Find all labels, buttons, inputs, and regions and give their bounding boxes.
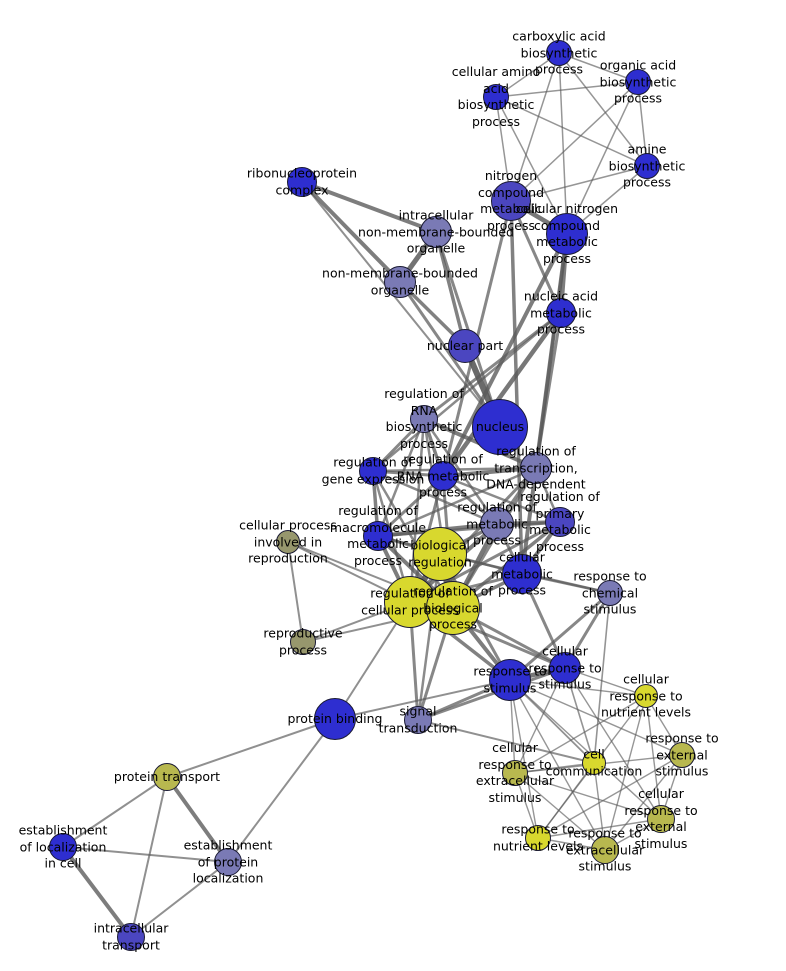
node-rge[interactable] <box>359 457 387 485</box>
edge-rs-rnl <box>509 679 539 839</box>
edge-rnp-nmbo <box>300 180 402 284</box>
edge-cncmp-rtdd <box>534 232 569 470</box>
edge-elic-it <box>61 845 133 939</box>
edge-st-cc <box>417 719 595 764</box>
edge-cres-cc <box>514 762 595 774</box>
edge-res-rnl <box>537 754 683 839</box>
edge-crexs-rnl <box>537 818 662 839</box>
edge-elic-epl <box>62 846 229 863</box>
edge-epl-it <box>130 861 229 938</box>
edge-ncmp-cmp <box>509 199 524 576</box>
edge-rnp-inmbo <box>300 180 438 234</box>
edge-pb-epl <box>227 718 336 863</box>
edge-pt-epl <box>165 775 230 864</box>
edge-ncmp-namp <box>509 199 563 315</box>
edge-pt-elic <box>62 776 168 848</box>
edge-pb-rs <box>334 679 511 720</box>
node-rs[interactable] <box>489 659 531 701</box>
node-rrbp[interactable] <box>410 405 438 433</box>
edge-res-rexs <box>604 754 683 851</box>
edge-pt-it <box>130 776 168 938</box>
edge-rexs-cc <box>593 762 606 851</box>
edge-cres-rexs <box>514 772 606 851</box>
edge-caabp-cncmp <box>495 96 568 235</box>
node-pt[interactable] <box>153 763 181 791</box>
edge-cabp-cncmp <box>558 52 568 235</box>
node-cres[interactable] <box>502 760 528 786</box>
node-rpmp[interactable] <box>545 507 575 537</box>
node-crnl[interactable] <box>634 684 658 708</box>
node-nucleus[interactable] <box>472 399 528 455</box>
edge-crs-st <box>416 666 567 722</box>
node-rbp[interactable] <box>426 581 480 635</box>
node-pb[interactable] <box>314 698 356 740</box>
node-cncmp[interactable] <box>546 213 588 255</box>
edge-oabp-cncmp <box>566 81 639 235</box>
edge-namp-rge <box>371 311 563 473</box>
edge-abp-ncmp <box>510 165 648 202</box>
edge-crs-crexs <box>564 667 662 820</box>
edge-cabp-ncmp <box>510 52 560 202</box>
edge-cres-crexs <box>514 772 662 820</box>
edge-rnl-cc <box>537 762 595 839</box>
node-bregu[interactable] <box>413 527 467 581</box>
edge-caabp-abp <box>495 96 648 167</box>
edge-caabp-oabp <box>495 81 639 98</box>
edge-rrbp-rmp <box>422 417 499 526</box>
edge-cabp-oabp <box>558 52 639 83</box>
edge-st-bregu <box>416 552 442 722</box>
edge-cabp-abp <box>558 52 648 167</box>
node-rmp[interactable] <box>480 507 514 541</box>
edge-rcp-rrbp <box>408 417 426 604</box>
node-cabp[interactable] <box>546 40 572 66</box>
node-cmp[interactable] <box>502 554 542 594</box>
edge-namp-rrmp <box>440 310 564 479</box>
edge-rs-rcs <box>508 591 612 682</box>
node-rrmp[interactable] <box>428 461 458 491</box>
edge-pb-pt <box>166 718 336 778</box>
node-abp[interactable] <box>634 153 660 179</box>
edge-crnl-cres <box>514 695 647 774</box>
node-rnp[interactable] <box>287 167 317 197</box>
node-caabp[interactable] <box>483 84 509 110</box>
node-res[interactable] <box>669 742 695 768</box>
node-namp[interactable] <box>546 298 576 328</box>
edge-crs-cres <box>514 667 566 774</box>
node-rnl[interactable] <box>525 825 551 851</box>
node-inmbo[interactable] <box>420 216 452 248</box>
node-cpir[interactable] <box>276 530 300 554</box>
node-rcs[interactable] <box>597 580 623 606</box>
node-oabp[interactable] <box>625 69 651 95</box>
edge-cc-rcs <box>593 592 611 764</box>
node-nmbo[interactable] <box>384 266 416 298</box>
edge-rrmp-rpmp <box>441 474 562 524</box>
node-rexs[interactable] <box>591 836 619 864</box>
edge-crnl-rexs <box>604 695 647 851</box>
edge-rs-crexs <box>509 679 662 820</box>
node-epl[interactable] <box>214 848 242 876</box>
node-ncmp[interactable] <box>491 181 531 221</box>
edge-oabp-abp <box>637 81 648 167</box>
node-rmmp[interactable] <box>363 521 393 551</box>
edge-crs-cc <box>564 667 595 764</box>
node-st[interactable] <box>404 706 432 734</box>
node-it[interactable] <box>117 923 145 951</box>
node-elic[interactable] <box>49 833 77 861</box>
node-npart[interactable] <box>448 329 482 363</box>
node-crs[interactable] <box>549 652 581 684</box>
edge-cpir-rp <box>287 541 304 643</box>
edge-rs-rexs <box>509 679 606 851</box>
node-crexs[interactable] <box>647 805 675 833</box>
node-rp[interactable] <box>290 629 316 655</box>
node-rtdd[interactable] <box>520 452 552 484</box>
node-cc[interactable] <box>582 751 606 775</box>
edge-oabp-ncmp <box>510 81 639 202</box>
